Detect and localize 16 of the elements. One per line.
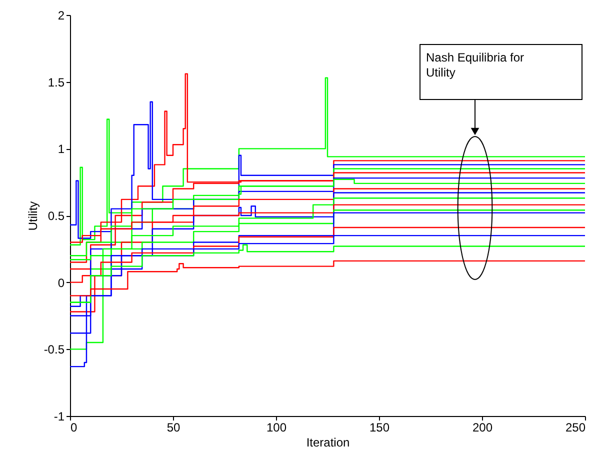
- x-tick-label: 150: [369, 420, 390, 434]
- y-tick-label: -0.5: [44, 342, 65, 357]
- y-tick-label: 0: [58, 276, 65, 290]
- y-tick-label: -1: [54, 410, 65, 424]
- annotation: Nash Equilibria for Utility: [426, 50, 524, 80]
- x-tick-label: 250: [565, 420, 586, 434]
- x-tick-label: 50: [166, 420, 180, 434]
- y-tick-label: 1.5: [48, 75, 65, 90]
- x-tick-label: 200: [472, 420, 493, 434]
- x-axis-title: Iteration: [306, 436, 350, 450]
- x-tick-label: 100: [266, 420, 287, 434]
- y-axis-title: Utility: [26, 201, 40, 231]
- x-tick-label: 0: [70, 420, 78, 434]
- y-tick-label: 0.5: [48, 209, 65, 223]
- y-tick-label: 1: [58, 142, 65, 156]
- y-tick-label: 2: [58, 8, 65, 22]
